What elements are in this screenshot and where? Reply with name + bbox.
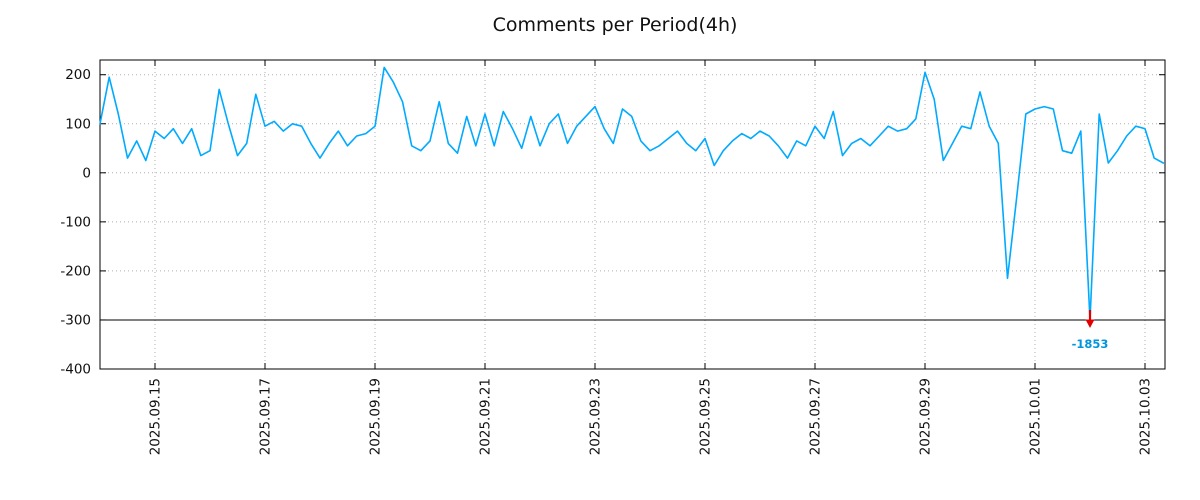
chart-title: Comments per Period(4h) — [492, 14, 738, 36]
x-axis-tick-label: 2025.10.03 — [1138, 378, 1154, 455]
x-axis-tick-label: 2025.09.17 — [258, 378, 274, 455]
series-line — [99, 66, 1165, 321]
anomaly-value-label: -1853 — [1072, 337, 1109, 351]
y-axis-tick-label: -100 — [60, 214, 91, 230]
x-axis-tick-label: 2025.09.29 — [918, 378, 934, 455]
x-axis-tick-label: 2025.09.19 — [368, 378, 384, 455]
x-axis-tick-label: 2025.09.25 — [698, 378, 714, 455]
y-axis-tick-label: -200 — [60, 263, 91, 279]
x-axis-tick-label: 2025.09.21 — [478, 378, 494, 455]
anomaly-arrow-icon — [1085, 319, 1095, 328]
plot-border — [99, 59, 1166, 370]
x-axis-tick-label: 2025.09.23 — [588, 378, 604, 455]
x-axis-tick-label: 2025.10.01 — [1028, 378, 1044, 455]
x-axis-tick-label: 2025.09.15 — [148, 378, 164, 455]
y-axis-tick-label: 200 — [65, 67, 91, 83]
y-axis-tick-label: 100 — [65, 116, 91, 132]
y-axis-tick-label: -400 — [60, 362, 91, 378]
x-axis-tick-label: 2025.09.27 — [808, 378, 824, 455]
y-axis-tick-label: 0 — [82, 165, 91, 181]
y-axis-tick-label: -300 — [60, 312, 91, 328]
